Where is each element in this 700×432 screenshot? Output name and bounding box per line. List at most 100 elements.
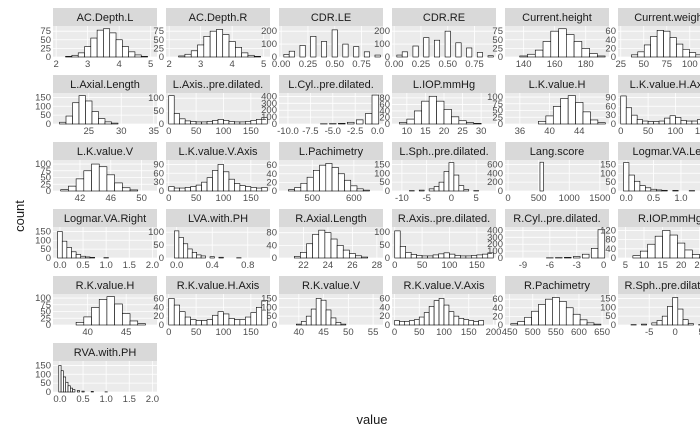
x-tick-label: 650 — [594, 327, 610, 338]
histogram-bar — [427, 255, 434, 259]
y-tick-label: 0 — [46, 119, 51, 130]
x-tick-label: 50 — [414, 327, 425, 338]
y-tick-label: 20 — [379, 112, 390, 123]
histogram-bar — [669, 234, 678, 259]
histogram-bar — [60, 189, 69, 192]
histogram-bar — [65, 381, 69, 393]
histogram-bar — [283, 54, 290, 58]
facet-panel: Logmar.VA.Left0501001500.00.51.01.5 — [600, 142, 700, 204]
y-tick-label: 100 — [600, 302, 616, 313]
histogram-bar — [65, 115, 73, 125]
facet-title: R.Axis..pre.dilated. — [398, 213, 490, 225]
histogram-bar — [338, 123, 346, 125]
facet-strip — [505, 276, 609, 294]
y-tick-label: 0 — [272, 119, 277, 130]
facet-strip — [166, 8, 270, 26]
histogram-bar — [129, 189, 139, 192]
x-tick-label: 200 — [486, 327, 502, 338]
x-tick-label: 0 — [392, 327, 397, 338]
histogram-bar — [300, 182, 308, 192]
facet-title: R.K.value.H — [76, 280, 135, 292]
x-tick-label: -5.0 — [325, 126, 341, 137]
histogram-bar — [218, 256, 224, 259]
x-tick-label: -6 — [546, 260, 554, 271]
histogram-bar — [98, 166, 108, 192]
histogram-bar — [129, 320, 139, 326]
histogram-bar — [320, 299, 327, 326]
histogram-bar — [552, 106, 562, 125]
histogram-bar — [672, 297, 679, 326]
y-tick-label: 30 — [605, 110, 616, 121]
histogram-bar — [77, 52, 85, 58]
y-tick-label: 100 — [261, 302, 277, 313]
histogram-bar — [288, 189, 295, 192]
histogram-bar — [83, 170, 92, 192]
histogram-bar — [542, 41, 552, 58]
histogram-bar — [250, 312, 257, 326]
histogram-bar — [312, 233, 320, 259]
facet-panel: LVA.with.PH 0 50 100 0.0 0.4 0.8 — [148, 209, 270, 271]
histogram-bar — [75, 322, 85, 326]
y-tick-label: 0 — [498, 119, 503, 130]
histogram-bar — [261, 117, 268, 125]
y-tick-label: 20 — [492, 311, 503, 322]
histogram-bar — [656, 320, 663, 326]
histogram-bar — [109, 32, 117, 58]
y-tick-label: 0 — [385, 253, 390, 264]
histogram-bar — [639, 185, 646, 192]
y-tick-label: 20 — [605, 43, 616, 54]
x-tick-label: 0.4 — [206, 260, 219, 271]
x-tick-label: 160 — [547, 59, 563, 70]
histogram-bar — [405, 252, 412, 259]
histogram-bar — [300, 321, 307, 326]
histogram-bar — [217, 164, 224, 192]
histogram-bar — [245, 316, 252, 326]
x-tick-label: 45 — [121, 327, 132, 338]
x-tick-label: 46 — [105, 193, 116, 204]
x-tick-label: -5 — [422, 193, 430, 204]
y-tick-label: 0 — [159, 52, 164, 63]
histogram-bar — [331, 167, 339, 192]
y-tick-label: 50 — [492, 35, 503, 46]
histogram-bar — [473, 321, 479, 326]
histogram-bar — [476, 254, 483, 259]
histogram-bar — [538, 304, 546, 326]
histogram-bar — [134, 54, 142, 58]
facet-title: Logmar.VA.Left — [632, 146, 700, 158]
x-tick-label: 140 — [516, 59, 532, 70]
histogram-bar — [478, 320, 484, 326]
histogram-bar — [362, 189, 370, 192]
histogram-bar — [350, 185, 358, 192]
histogram-bar — [471, 255, 478, 259]
x-tick-label: 0 — [166, 126, 171, 137]
histogram-bar — [331, 29, 338, 58]
x-tick-label: 0.00 — [385, 59, 404, 70]
x-tick-label: 0.0 — [53, 394, 66, 405]
x-tick-label: 500 — [304, 193, 320, 204]
facet-title: L.K.value.V.Axis — [178, 146, 258, 158]
x-tick-label: 44 — [574, 126, 585, 137]
histogram-bar — [364, 113, 373, 125]
histogram-bar — [428, 188, 435, 192]
y-tick-label: 200 — [261, 26, 277, 37]
y-tick-label: 0 — [272, 253, 277, 264]
histogram-bar — [689, 52, 697, 58]
y-tick-label: 0 — [46, 320, 51, 331]
histogram-bar — [658, 120, 665, 125]
x-tick-label: 0.0 — [620, 193, 633, 204]
y-tick-label: 50 — [40, 110, 51, 121]
y-tick-label: 150 — [374, 159, 390, 170]
facet-strip — [279, 209, 383, 227]
histogram-bar — [347, 121, 355, 125]
facet-strip — [279, 75, 383, 93]
facet-title: R.Pachimetry — [524, 280, 591, 292]
x-tick-label: 50 — [136, 193, 147, 204]
histogram-bar — [399, 122, 408, 125]
histogram-bar — [206, 121, 213, 125]
histogram-bar — [436, 100, 445, 125]
histogram-bar — [418, 189, 425, 192]
histogram-bar — [579, 319, 588, 326]
histogram-bar — [58, 365, 62, 393]
histogram-bar — [463, 189, 470, 192]
